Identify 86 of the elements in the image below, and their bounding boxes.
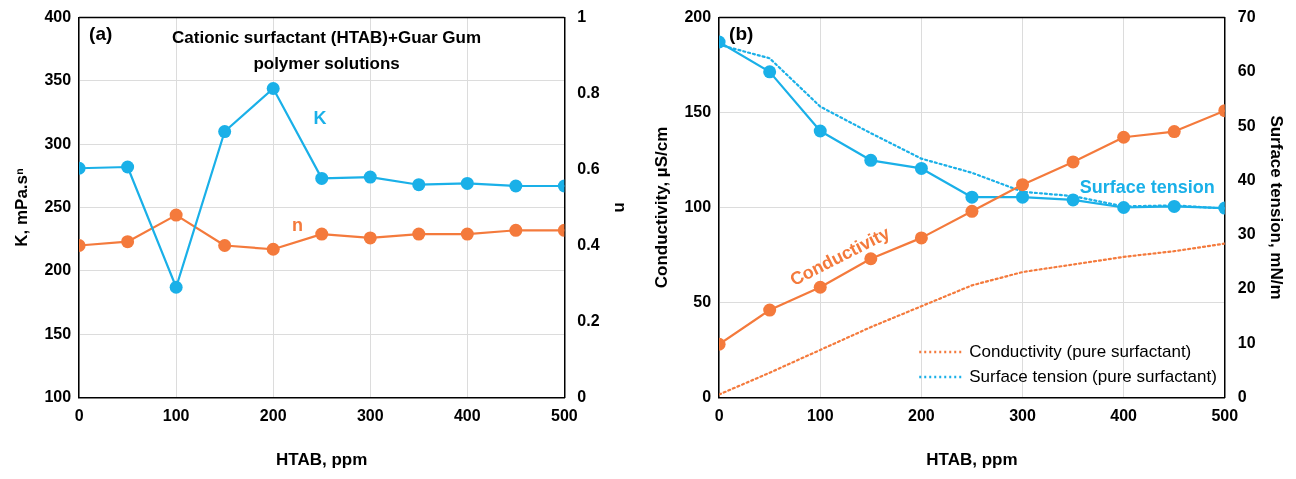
point bbox=[218, 238, 232, 252]
point bbox=[218, 125, 232, 139]
point bbox=[1167, 199, 1181, 213]
y-tick-label: 0 bbox=[702, 387, 712, 405]
point bbox=[363, 170, 377, 184]
y2-tick-label: 0.8 bbox=[577, 83, 600, 101]
x-axis-title: HTAB, ppm bbox=[276, 450, 368, 470]
x-tick-label: 500 bbox=[551, 407, 578, 425]
annotation: (a) bbox=[89, 23, 113, 45]
point bbox=[412, 227, 426, 241]
y-axis-title: Conductivity, µS/cm bbox=[651, 126, 671, 289]
y2-tick-label: 50 bbox=[1237, 116, 1256, 134]
point bbox=[509, 223, 523, 237]
y-tick-label: 50 bbox=[693, 292, 712, 310]
x-tick-label: 200 bbox=[908, 407, 935, 425]
point bbox=[169, 280, 183, 294]
x-tick-label: 500 bbox=[1211, 407, 1239, 425]
y2-tick-label: 0.6 bbox=[577, 159, 600, 177]
point bbox=[1066, 155, 1080, 169]
legend-label: Surface tension (pure surfactant) bbox=[969, 366, 1217, 386]
x-tick-label: 300 bbox=[356, 407, 384, 425]
point bbox=[412, 178, 426, 192]
y2-tick-label: 40 bbox=[1237, 170, 1256, 188]
point bbox=[460, 176, 474, 190]
x-tick-label: 0 bbox=[74, 407, 84, 425]
y-tick-label: 250 bbox=[44, 197, 72, 215]
annotation: Cationic surfactant (HTAB)+Guar Gum polymer solutions bbox=[172, 27, 482, 73]
annotation: (b) bbox=[729, 23, 754, 45]
y2-tick-label: 1 bbox=[577, 8, 587, 26]
point bbox=[266, 82, 280, 95]
x-tick-label: 100 bbox=[162, 407, 190, 425]
y-tick-label: 350 bbox=[44, 71, 72, 89]
y2-tick-label: 10 bbox=[1237, 333, 1256, 351]
point bbox=[509, 179, 523, 193]
y2-tick-label: 20 bbox=[1237, 279, 1256, 297]
point bbox=[121, 160, 135, 174]
series-label: K bbox=[313, 108, 327, 129]
point bbox=[1016, 190, 1030, 204]
point bbox=[266, 242, 280, 256]
legend-label: Conductivity (pure surfactant) bbox=[969, 341, 1192, 361]
x-tick-label: 300 bbox=[1009, 407, 1036, 425]
y2-tick-label: 70 bbox=[1237, 8, 1256, 26]
y2-tick-label: 0 bbox=[1237, 387, 1247, 405]
point bbox=[864, 153, 878, 167]
y2-axis-title: Surface tension, mN/m bbox=[1267, 115, 1287, 300]
point bbox=[121, 235, 135, 249]
y-tick-label: 400 bbox=[44, 8, 72, 26]
point bbox=[1117, 130, 1131, 144]
point bbox=[169, 208, 183, 222]
x-tick-label: 200 bbox=[259, 407, 287, 425]
y2-tick-label: 60 bbox=[1237, 62, 1256, 80]
y2-axis-title: n bbox=[611, 202, 631, 213]
y2-tick-label: 0.2 bbox=[577, 311, 600, 329]
point bbox=[763, 65, 777, 79]
x-tick-label: 400 bbox=[453, 407, 481, 425]
point bbox=[813, 124, 827, 138]
point bbox=[1066, 193, 1080, 207]
point bbox=[460, 227, 474, 241]
y2-tick-label: 0 bbox=[577, 387, 587, 405]
x-tick-label: 0 bbox=[714, 407, 724, 425]
y-tick-label: 100 bbox=[684, 197, 712, 215]
point bbox=[965, 190, 979, 204]
y-tick-label: 300 bbox=[44, 134, 72, 152]
x-axis-title: HTAB, ppm bbox=[926, 450, 1018, 470]
x-tick-label: 100 bbox=[806, 407, 834, 425]
point bbox=[315, 227, 329, 241]
y-tick-label: 150 bbox=[44, 324, 72, 342]
y-tick-label: 100 bbox=[44, 387, 72, 405]
point bbox=[315, 171, 329, 185]
y-tick-label: 150 bbox=[684, 102, 712, 120]
y-tick-label: 200 bbox=[684, 8, 712, 26]
point bbox=[1016, 178, 1030, 192]
point bbox=[1167, 125, 1181, 139]
y-tick-label: 200 bbox=[44, 261, 72, 279]
point bbox=[363, 231, 377, 245]
point bbox=[914, 231, 928, 245]
point bbox=[914, 161, 928, 175]
series-label: n bbox=[291, 214, 303, 235]
x-tick-label: 400 bbox=[1110, 407, 1138, 425]
y2-tick-label: 30 bbox=[1237, 225, 1256, 243]
y2-tick-label: 0.4 bbox=[577, 235, 600, 253]
series-label: Surface tension bbox=[1079, 177, 1215, 198]
point bbox=[965, 204, 979, 218]
point bbox=[763, 303, 777, 317]
y-axis-title: K, mPa.sⁿ bbox=[11, 168, 31, 247]
point bbox=[1117, 201, 1131, 214]
